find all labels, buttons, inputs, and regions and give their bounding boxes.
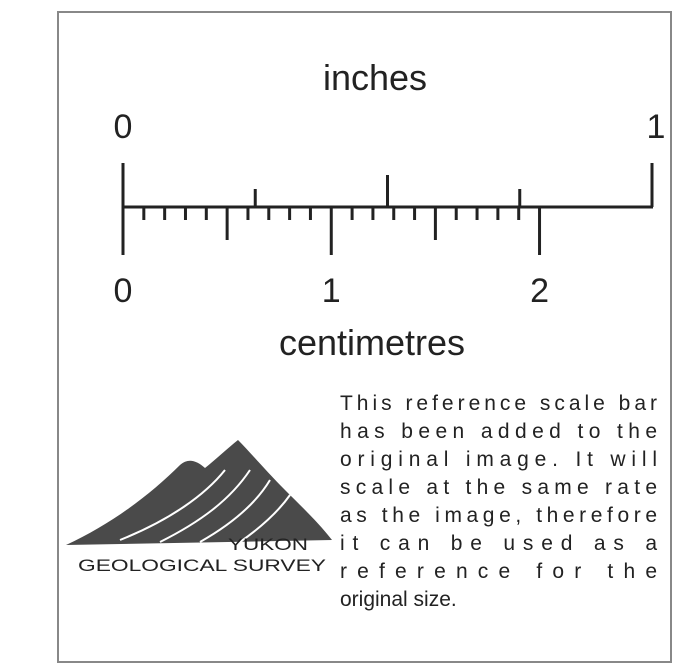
- note-line: scale at the same rate: [340, 476, 657, 499]
- inches-title: inches: [323, 57, 427, 98]
- logo: YUKON GEOLOGICAL SURVEY: [66, 440, 332, 575]
- inch-label: 0: [114, 108, 133, 146]
- centimetres-title: centimetres: [279, 322, 465, 363]
- note-line: original size.: [340, 588, 457, 611]
- note-line: has been added to the: [340, 420, 657, 443]
- logo-line1: YUKON: [228, 535, 308, 554]
- logo-line2: GEOLOGICAL SURVEY: [78, 556, 326, 575]
- cm-label: 2: [530, 272, 549, 310]
- inch-label: 1: [647, 108, 666, 146]
- note-line: as the image, therefore: [340, 504, 657, 527]
- logo-mountains: [66, 440, 332, 545]
- cm-label: 1: [322, 272, 341, 310]
- note-line: reference for the: [340, 560, 657, 583]
- frame: [57, 11, 672, 663]
- cm-label: 0: [114, 272, 133, 310]
- ticks: [121, 163, 654, 255]
- logo-streaks: [119, 469, 291, 543]
